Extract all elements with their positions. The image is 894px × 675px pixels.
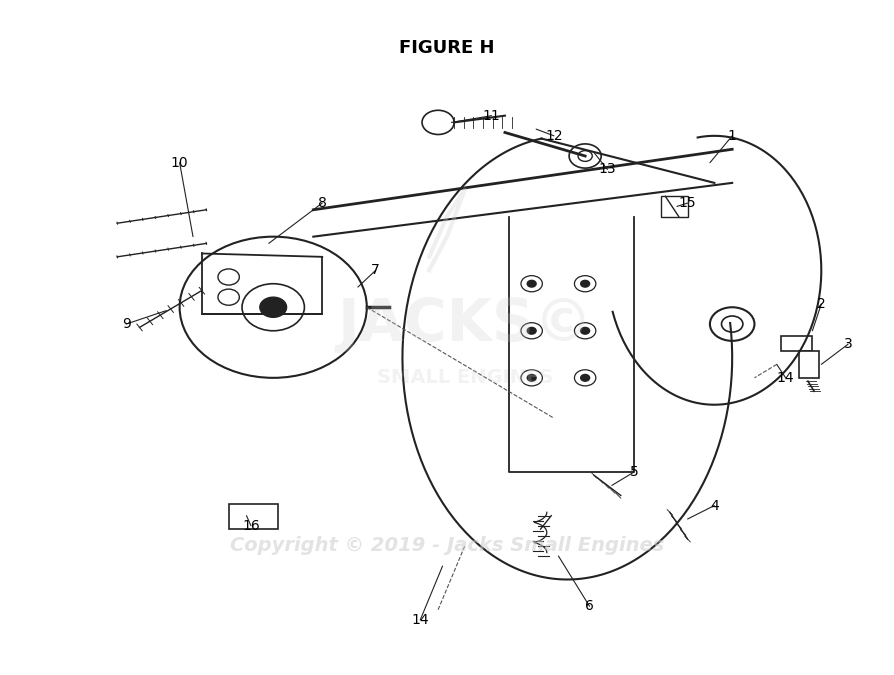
Text: 16: 16 (242, 518, 260, 533)
Text: Copyright © 2019 - Jacks Small Engines: Copyright © 2019 - Jacks Small Engines (230, 537, 664, 556)
Circle shape (527, 280, 536, 287)
Text: 13: 13 (599, 163, 616, 176)
Text: 6: 6 (586, 599, 594, 614)
Circle shape (260, 297, 287, 317)
FancyBboxPatch shape (661, 196, 687, 217)
Circle shape (581, 280, 590, 287)
Text: 14: 14 (411, 613, 429, 627)
Circle shape (581, 375, 590, 381)
FancyBboxPatch shape (799, 351, 819, 378)
Text: 7: 7 (371, 263, 380, 277)
FancyBboxPatch shape (229, 504, 278, 529)
Text: 3: 3 (844, 338, 852, 351)
Text: 8: 8 (317, 196, 326, 210)
Text: SMALL ENGINES: SMALL ENGINES (376, 369, 553, 387)
Text: 2: 2 (817, 297, 826, 311)
Text: 9: 9 (122, 317, 131, 331)
Text: FIGURE H: FIGURE H (400, 39, 494, 57)
Text: 1: 1 (728, 129, 737, 143)
FancyBboxPatch shape (781, 336, 813, 351)
Text: 5: 5 (629, 465, 638, 479)
Text: 10: 10 (171, 156, 189, 169)
Text: JACKS©: JACKS© (337, 296, 593, 352)
Circle shape (527, 375, 536, 381)
Circle shape (527, 327, 536, 334)
Text: 11: 11 (483, 109, 501, 123)
Circle shape (581, 327, 590, 334)
Text: 15: 15 (679, 196, 696, 210)
Text: 4: 4 (710, 499, 719, 512)
Text: 14: 14 (777, 371, 795, 385)
Text: 12: 12 (545, 129, 562, 143)
